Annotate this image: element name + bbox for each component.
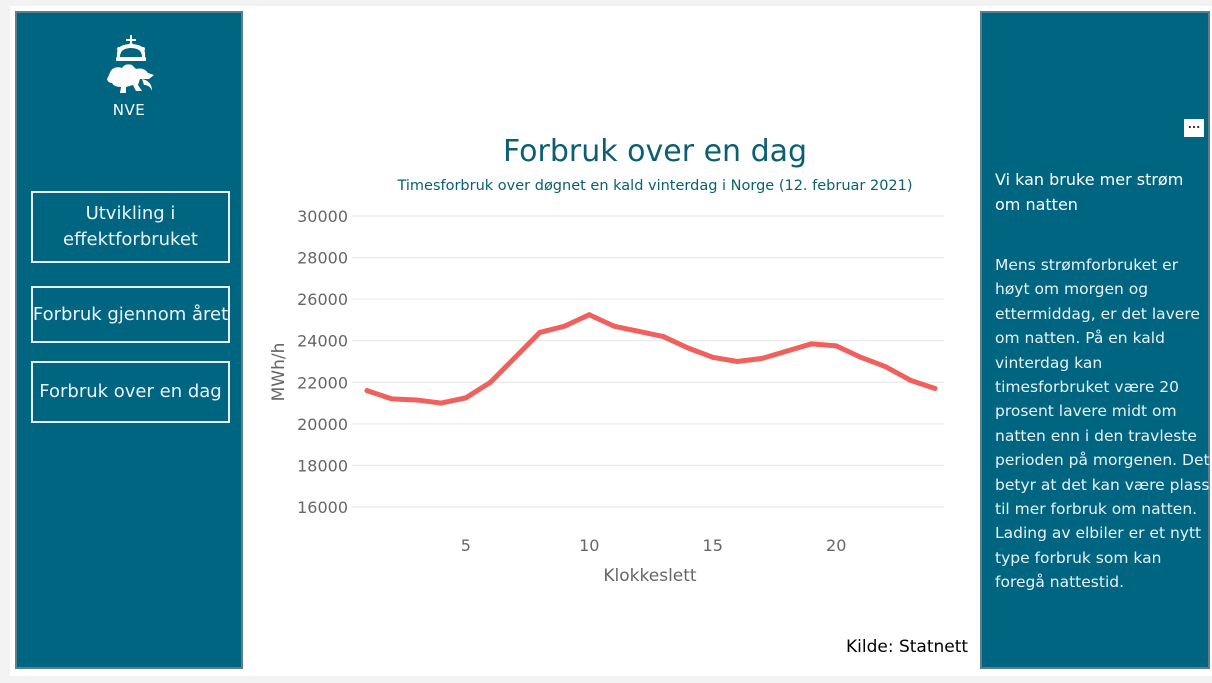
y-tick-label: 22000 <box>297 373 348 392</box>
nav-button-aaret[interactable]: Forbruk gjennom året <box>31 286 230 343</box>
nav-button-label: Forbruk gjennom året <box>32 303 229 325</box>
y-tick-label: 30000 <box>297 207 348 226</box>
data-point <box>883 364 889 370</box>
data-point <box>907 377 913 383</box>
data-point <box>487 379 493 385</box>
chart-title: Forbruk over en dag <box>502 134 808 169</box>
more-options-button[interactable]: ... <box>1184 119 1204 137</box>
y-tick-label: 24000 <box>297 332 348 351</box>
data-point <box>858 354 864 360</box>
data-point <box>438 400 444 406</box>
x-tick-label: 15 <box>703 536 723 555</box>
y-tick-label: 28000 <box>297 249 348 268</box>
series-points <box>364 312 938 406</box>
data-point <box>413 397 419 403</box>
data-point <box>537 329 543 335</box>
data-point <box>389 396 395 402</box>
data-point <box>685 345 691 351</box>
nav-button-utvikling[interactable]: Utvikling i effektforbruket <box>31 191 230 263</box>
data-point <box>463 395 469 401</box>
crown-lion-icon <box>107 35 154 93</box>
x-axis-ticks: 5 10 15 20 <box>461 536 847 555</box>
data-point <box>784 348 790 354</box>
data-point <box>932 386 938 392</box>
y-tick-label: 16000 <box>297 498 348 517</box>
data-point <box>833 343 839 349</box>
data-point <box>512 354 518 360</box>
chart-grid <box>352 215 944 508</box>
source-label: Kilde: Statnett <box>846 637 969 657</box>
y-axis-ticks: 16000 18000 20000 22000 24000 26000 28000 30000 <box>297 207 348 517</box>
x-tick-label: 5 <box>461 536 471 555</box>
info-body: Mens strømforbruket er høyt om morgen og… <box>995 256 1210 592</box>
x-axis-label: Klokkeslett <box>603 566 697 586</box>
nve-logo <box>102 35 160 117</box>
data-point <box>562 323 568 329</box>
data-point <box>734 359 740 364</box>
data-point <box>586 312 592 318</box>
nav-button-dag[interactable]: Forbruk over en dag <box>31 361 230 423</box>
data-point <box>611 323 617 329</box>
logo-text: NVE <box>112 101 146 119</box>
nav-button-label: Forbruk over en dag <box>39 381 222 402</box>
series-line <box>364 312 938 406</box>
info-panel: ... Vi kan bruke mer strøm om natten Men… <box>980 11 1210 669</box>
data-point <box>710 354 716 360</box>
data-point <box>759 355 765 361</box>
data-point <box>636 328 642 334</box>
data-point <box>660 334 666 340</box>
y-tick-label: 20000 <box>297 415 348 434</box>
nav-button-label: Utvikling i effektforbruket <box>63 203 198 250</box>
data-point <box>364 388 370 394</box>
x-tick-label: 20 <box>826 536 846 555</box>
y-tick-label: 18000 <box>297 456 348 475</box>
y-axis-label: MWh/h <box>269 343 289 402</box>
y-tick-label: 26000 <box>297 290 348 309</box>
sidebar: NVE Utvikling i effektforbruket Forbruk … <box>15 11 243 669</box>
info-title: Vi kan bruke mer strøm om natten <box>995 170 1184 214</box>
data-point <box>809 341 815 347</box>
chart-subtitle: Timesforbruk over døgnet en kald vinterd… <box>397 178 913 194</box>
x-tick-label: 10 <box>579 536 599 555</box>
